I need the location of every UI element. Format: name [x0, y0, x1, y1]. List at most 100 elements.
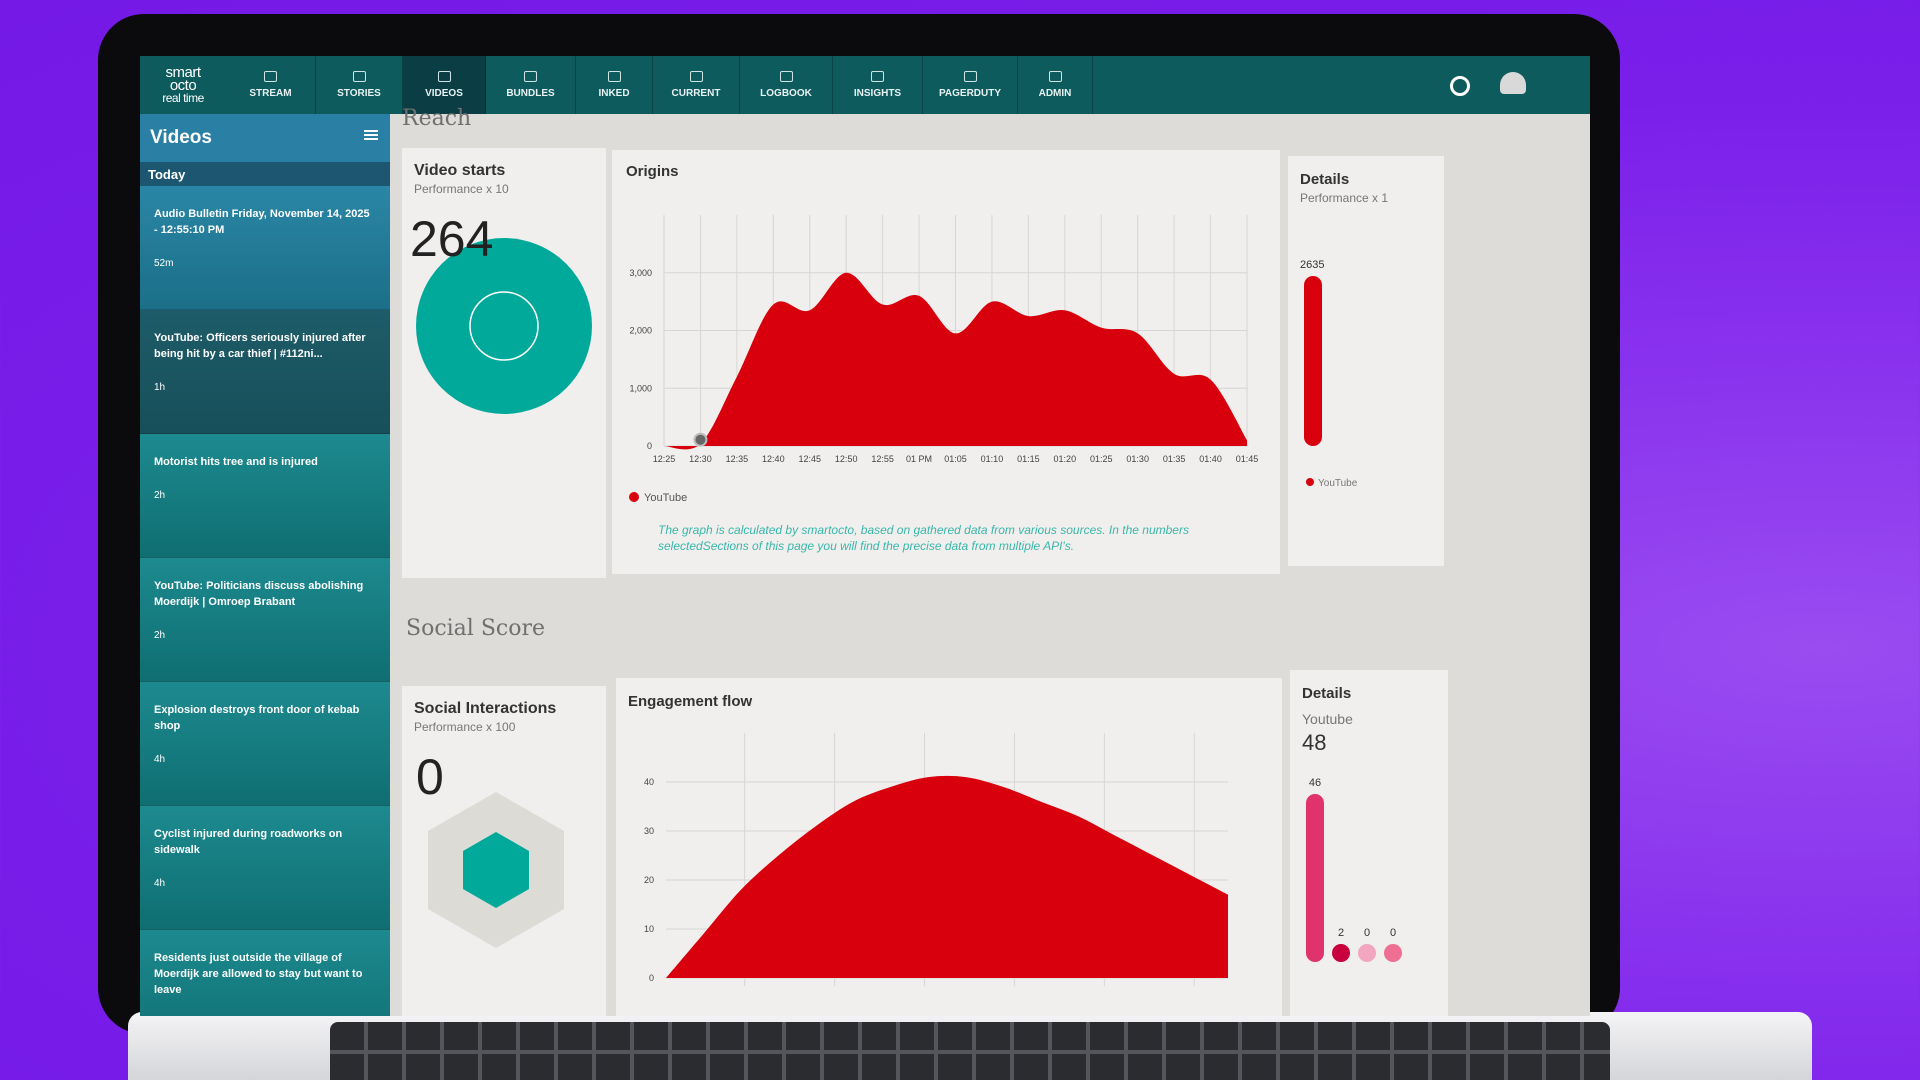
nav-item[interactable]: INSIGHTS: [833, 56, 923, 114]
nav-icon: [264, 71, 277, 82]
bar-label: 2635: [1300, 259, 1324, 271]
x-tick-label: 01:05: [944, 454, 967, 464]
video-title: YouTube: Politicians discuss abolishing …: [154, 580, 364, 608]
y-tick-label: 0: [647, 441, 652, 451]
nav-item[interactable]: ADMIN: [1018, 56, 1093, 114]
details-card: Details Youtube 48 46 2 0 0: [1290, 670, 1448, 1016]
x-tick-label: 01:15: [1017, 454, 1040, 464]
y-tick-label: 3,000: [629, 268, 652, 278]
y-tick-label: 30: [644, 826, 654, 836]
video-time: 52m: [154, 258, 174, 269]
area: [664, 272, 1247, 450]
x-tick-label: 01:20: [1054, 454, 1077, 464]
donut-hole: [469, 291, 539, 361]
x-tick-label: 12:35: [726, 454, 749, 464]
card-subtitle: Performance x 100: [414, 720, 516, 734]
x-tick-label: 12:55: [871, 454, 894, 464]
video-time: 4h: [154, 754, 166, 765]
nav-item[interactable]: STREAM: [226, 56, 316, 114]
video-title: Audio Bulletin Friday, November 14, 2025…: [154, 208, 370, 236]
video-item[interactable]: Residents just outside the village of Mo…: [140, 930, 390, 1016]
logo-text: smart: [165, 63, 202, 81]
screen: smart octo real time STREAM STORIES VIDEOS…: [140, 56, 1590, 1016]
video-time: 2h: [154, 630, 166, 641]
card-title: Video starts: [414, 162, 506, 179]
bar-label: 0: [1364, 927, 1370, 939]
x-tick-label: 01:35: [1163, 454, 1186, 464]
bar-label: 46: [1309, 777, 1321, 789]
x-tick-label: 01 PM: [906, 454, 932, 464]
legend-label: YouTube: [1318, 478, 1358, 489]
x-tick-label: 01:40: [1199, 454, 1222, 464]
total-value: 48: [1302, 730, 1326, 755]
legend-label: YouTube: [644, 492, 687, 504]
metric-value: 0: [416, 749, 444, 805]
card-title: Details: [1302, 685, 1351, 702]
video-item[interactable]: Cyclist injured during roadworks on side…: [140, 806, 390, 930]
nav-item[interactable]: CURRENT: [653, 56, 740, 114]
nav-icon: [524, 71, 537, 82]
nav-item[interactable]: PAGERDUTY: [923, 56, 1018, 114]
x-tick-label: 12:40: [762, 454, 785, 464]
hexagon: [428, 792, 564, 948]
bar-label: 0: [1390, 927, 1396, 939]
keyboard: [330, 1022, 1610, 1080]
nav-label: INSIGHTS: [853, 88, 902, 99]
nav-item[interactable]: LOGBOOK: [740, 56, 833, 114]
bar: [1306, 794, 1324, 962]
video-title: Motorist hits tree and is injured: [154, 456, 318, 468]
top-nav: smart octo real time STREAM STORIES VIDEOS…: [140, 56, 1590, 114]
nav-icon: [779, 71, 793, 82]
video-time: 1h: [154, 382, 166, 393]
bar-label: 2: [1338, 927, 1344, 939]
video-item[interactable]: YouTube: Officers seriously injured afte…: [140, 310, 390, 434]
x-tick-label: 01:10: [981, 454, 1004, 464]
video-starts-card: Video starts Performance x 10 264: [402, 148, 606, 578]
y-tick-label: 0: [649, 973, 654, 983]
video-item[interactable]: YouTube: Politicians discuss abolishing …: [140, 558, 390, 682]
y-tick-label: 40: [644, 777, 654, 787]
menu-button[interactable]: [364, 130, 378, 142]
bar: [1358, 944, 1376, 962]
video-item[interactable]: Motorist hits tree and is injured 2h: [140, 434, 390, 558]
chart-title: Origins: [626, 163, 679, 180]
chart-title: Engagement flow: [628, 693, 753, 710]
nav-item[interactable]: VIDEOS: [403, 56, 486, 114]
y-tick-label: 2,000: [629, 326, 652, 336]
nav-label: ADMIN: [1038, 88, 1072, 99]
nav-label: BUNDLES: [506, 88, 555, 99]
nav-item[interactable]: INKED: [576, 56, 653, 114]
card-subtitle: Performance x 10: [414, 182, 509, 196]
nav-label: VIDEOS: [425, 88, 463, 99]
donut: [416, 238, 592, 414]
video-item[interactable]: Explosion destroys front door of kebab s…: [140, 682, 390, 806]
bar: [1332, 944, 1350, 962]
video-title: YouTube: Officers seriously injured afte…: [154, 332, 366, 360]
logo-text: octo: [169, 76, 197, 94]
x-tick-label: 01:25: [1090, 454, 1113, 464]
nav-label: LOGBOOK: [760, 88, 812, 99]
x-tick-label: 12:25: [653, 454, 676, 464]
user-avatar[interactable]: [1500, 72, 1526, 94]
video-item[interactable]: Audio Bulletin Friday, November 14, 2025…: [140, 186, 390, 310]
social-card: Social Interactions Performance x 100 0: [402, 686, 606, 1016]
video-title: Residents just outside the village of Mo…: [154, 952, 363, 996]
video-title: Cyclist injured during roadworks on side…: [154, 828, 343, 856]
video-title: Explosion destroys front door of kebab s…: [154, 704, 360, 732]
settings-button[interactable]: [1450, 76, 1470, 96]
y-tick-label: 20: [644, 875, 654, 885]
nav-item[interactable]: STORIES: [316, 56, 403, 114]
details-card: Details Performance x 1 2635 YouTube: [1288, 156, 1444, 566]
logo[interactable]: smart octo real time: [140, 56, 226, 114]
video-list: Audio Bulletin Friday, November 14, 2025…: [140, 186, 390, 1016]
section-heading: Reach: [402, 106, 472, 131]
sidebar: Videos Today Audio Bulletin Friday, Nove…: [140, 114, 390, 1016]
source-label: Youtube: [1302, 711, 1353, 727]
bar: [1304, 276, 1322, 446]
area: [666, 775, 1228, 978]
nav-icon: [607, 71, 621, 82]
card-title: Social Interactions: [414, 700, 557, 717]
nav-item[interactable]: BUNDLES: [486, 56, 576, 114]
